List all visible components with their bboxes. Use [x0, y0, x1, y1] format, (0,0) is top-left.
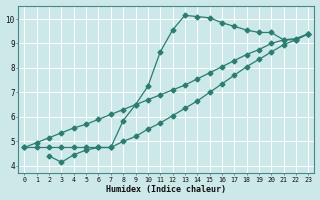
X-axis label: Humidex (Indice chaleur): Humidex (Indice chaleur) — [106, 185, 226, 194]
